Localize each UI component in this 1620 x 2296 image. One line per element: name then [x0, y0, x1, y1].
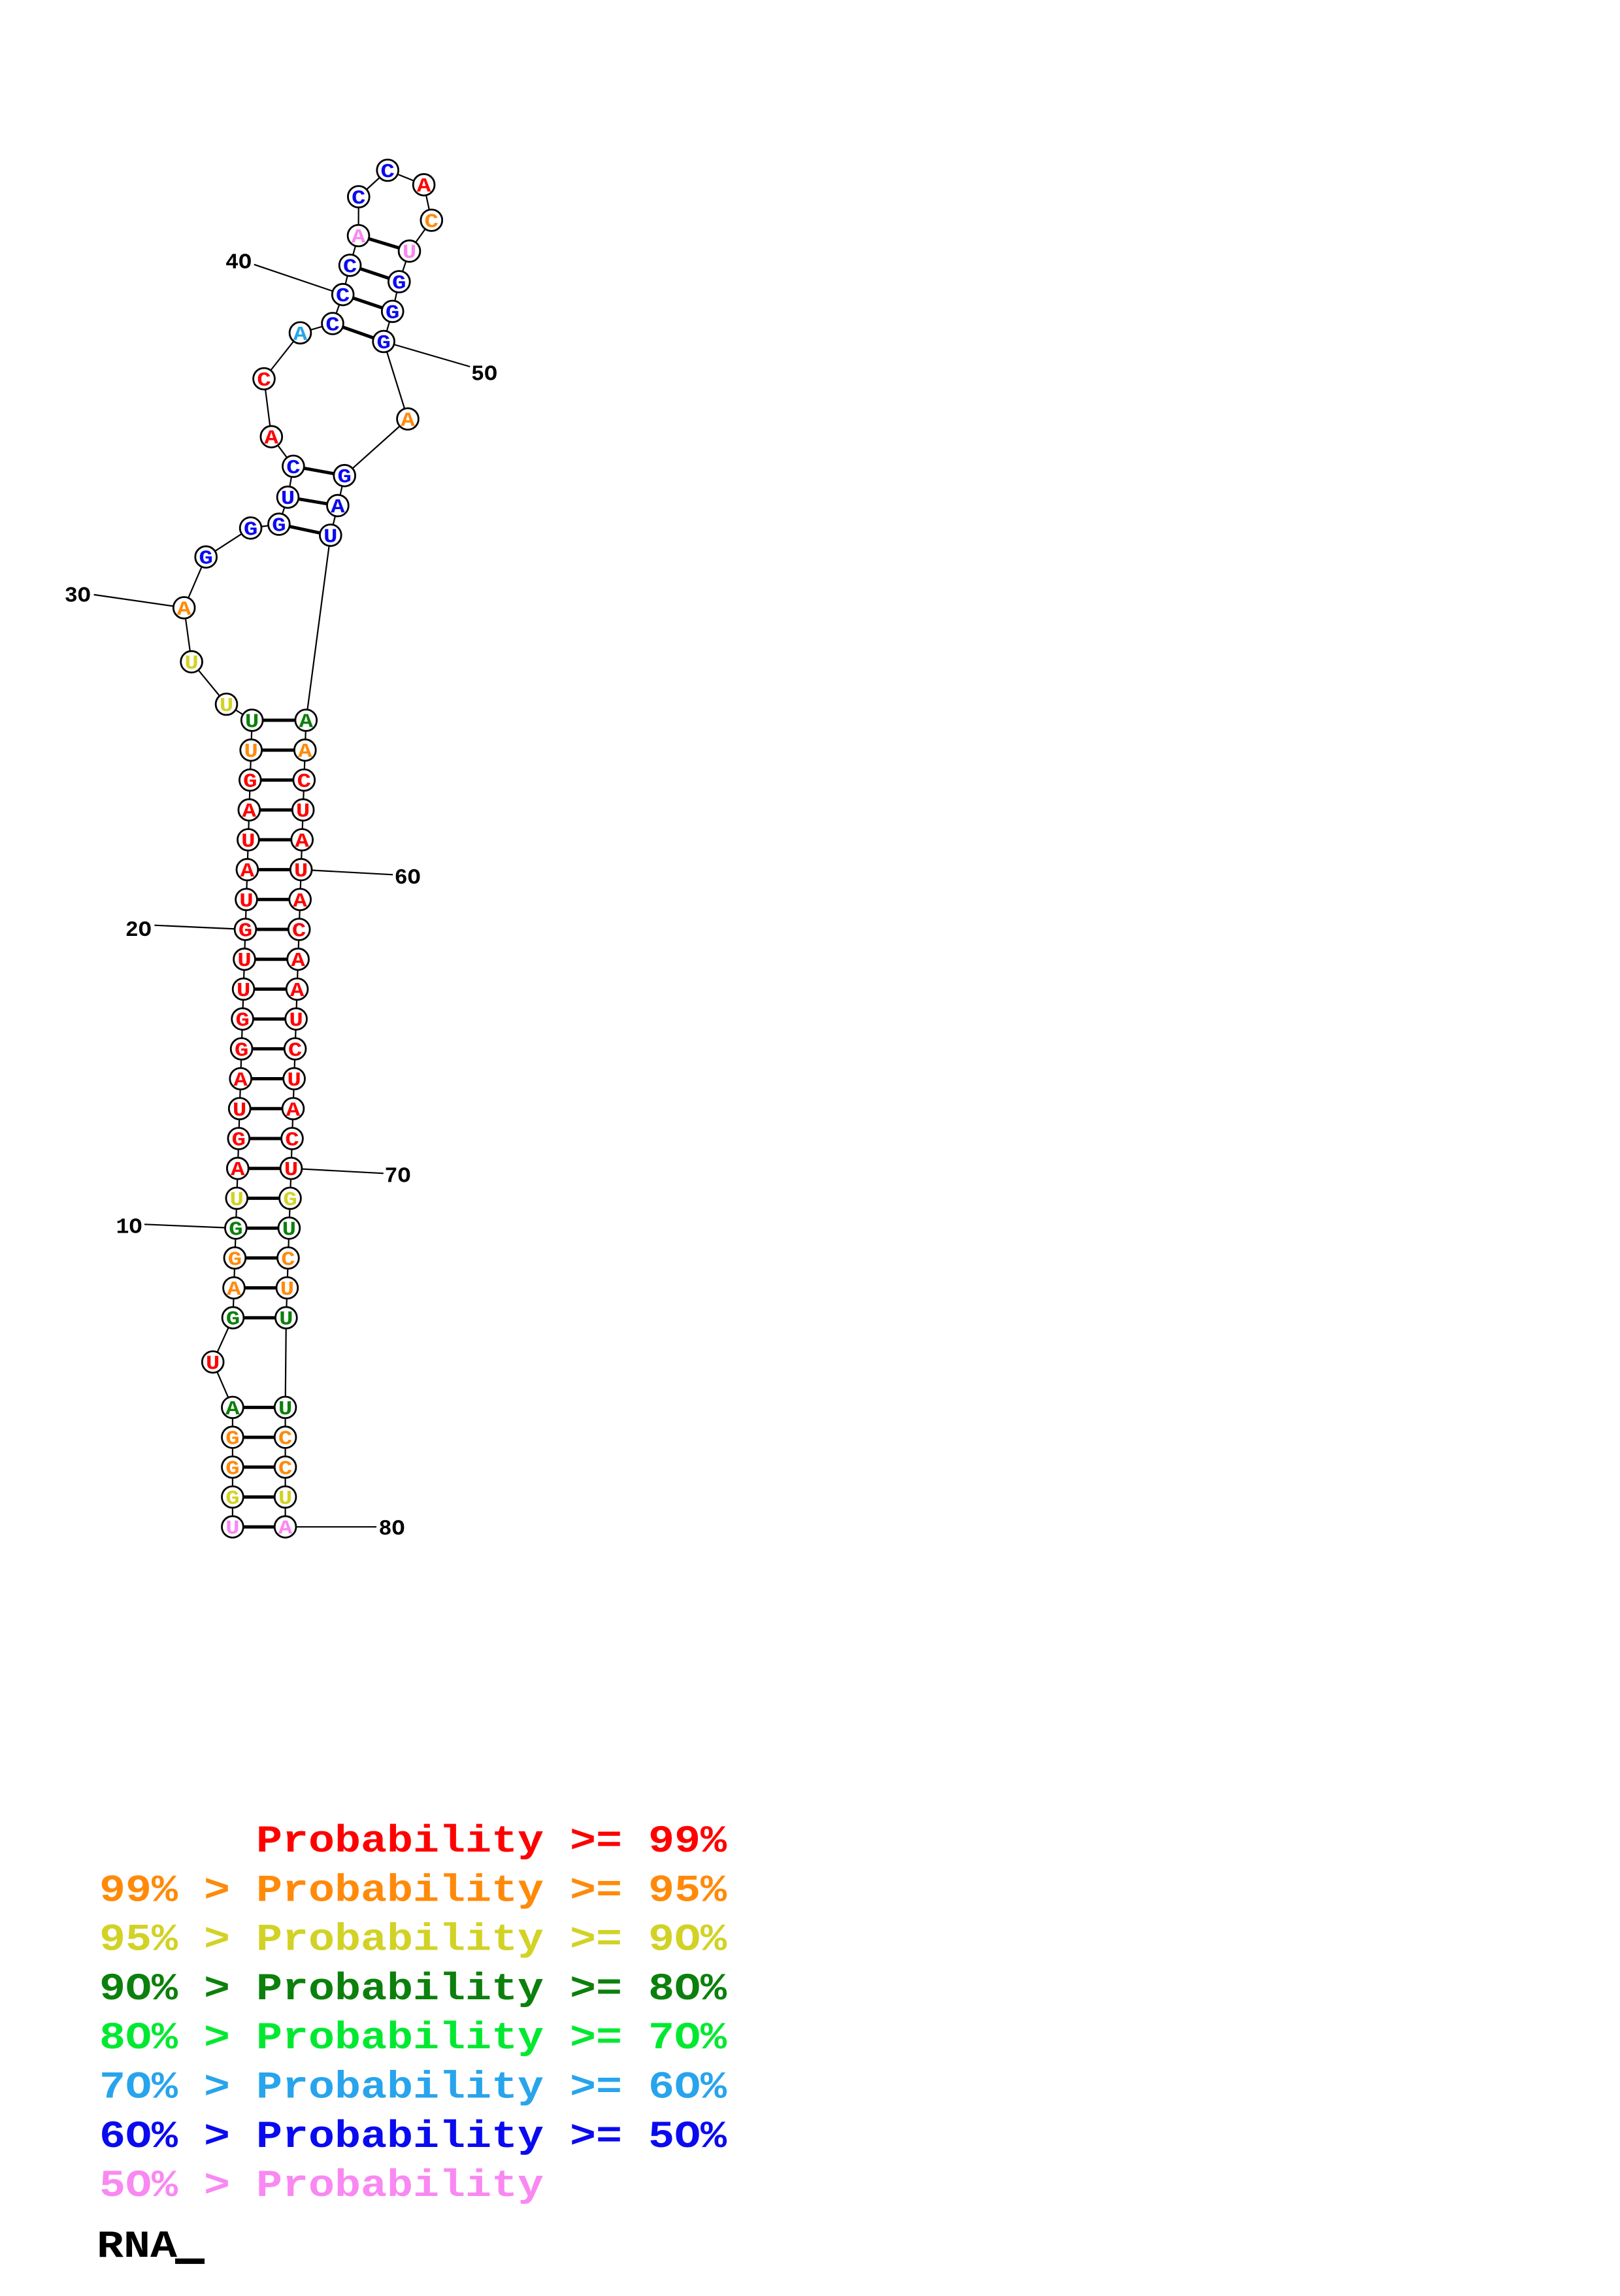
svg-text:C: C: [257, 369, 271, 392]
svg-text:1O: 1O: [116, 1216, 142, 1240]
svg-text:U: U: [296, 801, 310, 824]
svg-text:G: G: [232, 1129, 246, 1152]
svg-text:C: C: [292, 920, 306, 943]
svg-text:U: U: [230, 1189, 244, 1212]
svg-text:A: A: [401, 410, 415, 433]
svg-text:C: C: [325, 314, 340, 337]
svg-text:U: U: [237, 980, 251, 1003]
svg-text:4O: 4O: [225, 251, 252, 276]
svg-text:A: A: [278, 1518, 293, 1540]
svg-text:A: A: [293, 890, 307, 913]
svg-text:A: A: [242, 801, 257, 824]
svg-text:C: C: [288, 1039, 303, 1062]
svg-text:A: A: [286, 1099, 301, 1122]
svg-text:A: A: [299, 711, 314, 734]
svg-text:A: A: [240, 860, 255, 883]
svg-text:A: A: [352, 226, 366, 249]
svg-text:U: U: [323, 525, 338, 548]
svg-text:A: A: [233, 1069, 248, 1092]
svg-text:C: C: [286, 457, 301, 480]
svg-text:C: C: [278, 1457, 293, 1480]
svg-text:A: A: [291, 950, 305, 973]
svg-text:G: G: [243, 771, 257, 793]
svg-text:U: U: [241, 830, 256, 853]
svg-text:C: C: [336, 285, 350, 308]
svg-text:G: G: [228, 1248, 242, 1271]
svg-text:G: G: [337, 466, 352, 489]
svg-text:U: U: [284, 1159, 299, 1182]
svg-text:7O: 7O: [385, 1165, 411, 1190]
svg-text:U: U: [289, 1010, 303, 1033]
svg-text:U: U: [282, 1219, 297, 1242]
svg-text:2O: 2O: [125, 918, 152, 943]
svg-text:C: C: [425, 211, 439, 234]
svg-text:C: C: [278, 1428, 293, 1451]
svg-text:A: A: [298, 740, 312, 763]
svg-text:5O: 5O: [471, 362, 497, 387]
svg-text:5O% > Probability: 5O% > Probability: [99, 2165, 544, 2208]
svg-text:G: G: [239, 920, 253, 943]
svg-text:G: G: [376, 332, 391, 355]
svg-text:6O: 6O: [395, 866, 421, 891]
svg-text:C: C: [285, 1129, 299, 1152]
svg-text:U: U: [237, 950, 252, 973]
svg-text:C: C: [297, 771, 312, 793]
svg-text:U: U: [280, 1278, 295, 1301]
svg-text:8O: 8O: [379, 1517, 405, 1542]
svg-text:C: C: [281, 1248, 295, 1271]
svg-text:U: U: [225, 1518, 240, 1540]
svg-text:A: A: [293, 324, 308, 346]
svg-text:U: U: [233, 1099, 247, 1122]
svg-text:3O: 3O: [65, 584, 91, 608]
svg-text:G: G: [225, 1457, 240, 1480]
svg-text:U: U: [245, 711, 259, 734]
svg-text:G: G: [229, 1219, 243, 1242]
svg-text:U: U: [279, 1308, 293, 1331]
svg-text:G: G: [283, 1189, 297, 1212]
svg-text:RNA: RNA: [97, 2226, 177, 2269]
svg-text:G: G: [225, 1428, 240, 1451]
svg-text:U: U: [281, 488, 295, 510]
svg-text:9O% > Probability >= 8O%: 9O% > Probability >= 8O%: [99, 1969, 727, 2011]
svg-text:U: U: [220, 695, 234, 718]
svg-text:6O% > Probability >= 5O%: 6O% > Probability >= 5O%: [99, 2116, 727, 2159]
svg-text:A: A: [417, 175, 431, 198]
svg-text:G: G: [244, 518, 258, 541]
svg-text:G: G: [225, 1488, 240, 1510]
svg-text:A: A: [265, 427, 279, 450]
svg-text:U: U: [206, 1352, 220, 1375]
svg-text:A: A: [227, 1278, 241, 1301]
svg-text:A: A: [295, 830, 309, 853]
svg-text:C: C: [352, 188, 366, 210]
svg-text:A: A: [231, 1159, 245, 1182]
svg-text:95% > Probability >= 9O%: 95% > Probability >= 9O%: [99, 1920, 727, 1962]
svg-text:8O% > Probability >= 7O%: 8O% > Probability >= 7O%: [99, 2018, 727, 2060]
svg-text:G: G: [226, 1308, 240, 1331]
svg-text:A: A: [290, 980, 305, 1003]
svg-text:A: A: [225, 1398, 240, 1421]
svg-text:A: A: [331, 496, 345, 519]
svg-text:7O% > Probability >= 6O%: 7O% > Probability >= 6O%: [99, 2067, 727, 2110]
svg-text:99% > Probability >= 95%: 99% > Probability >= 95%: [99, 1870, 727, 1912]
svg-text:U: U: [403, 242, 417, 265]
svg-text:U: U: [278, 1398, 293, 1421]
svg-text:Probability >= 99%: Probability >= 99%: [256, 1821, 727, 1863]
svg-text:U: U: [184, 652, 199, 675]
svg-text:C: C: [380, 161, 395, 184]
svg-text:G: G: [392, 273, 406, 295]
svg-text:U: U: [278, 1488, 293, 1510]
svg-text:U: U: [287, 1069, 301, 1092]
svg-text:G: G: [235, 1039, 249, 1062]
svg-text:G: G: [199, 548, 213, 571]
svg-text:A: A: [177, 598, 191, 621]
svg-text:G: G: [272, 515, 286, 538]
svg-text:U: U: [294, 860, 308, 883]
svg-text:G: G: [235, 1010, 250, 1033]
svg-text:U: U: [239, 890, 254, 913]
svg-text:G: G: [386, 302, 400, 325]
svg-text:U: U: [244, 740, 258, 763]
svg-text:C: C: [343, 256, 357, 278]
